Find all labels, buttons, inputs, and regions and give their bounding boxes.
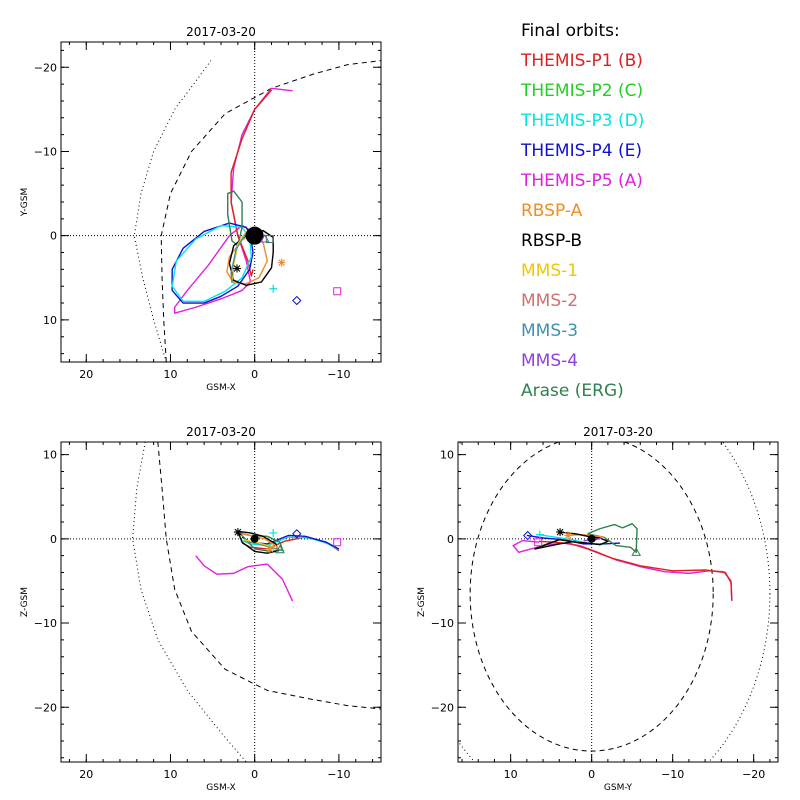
minor-ticks [61, 42, 381, 362]
x-tick-label: 10 [504, 768, 518, 781]
x-tick-label: 0 [251, 768, 258, 781]
marker-square [333, 287, 342, 296]
marker-diamond [292, 529, 302, 539]
orbit-themis-p5-a [195, 555, 294, 602]
earth [245, 226, 264, 245]
orbit-themis-p5-a [173, 87, 293, 314]
plot-area [458, 442, 778, 762]
y-tick-label: 0 [447, 533, 454, 546]
x-tick-label: 20 [79, 768, 93, 781]
legend-entry-themis-p5: THEMIS-P5 (A) [521, 171, 643, 191]
y-tick-label: −20 [431, 701, 454, 714]
panel-title: 2017-03-20 [186, 425, 256, 439]
bow-shock-boundary [458, 442, 771, 762]
orbit-rbsp-a [241, 533, 281, 552]
orbit-themis-p1-b [230, 89, 273, 277]
marker-star [277, 258, 286, 267]
x-tick-label: −10 [661, 768, 684, 781]
legend-entry-mms-3: MMS-3 [521, 321, 579, 341]
marker-star [265, 544, 274, 553]
magnetopause-boundary [157, 442, 381, 710]
x-tick-label: −10 [327, 368, 350, 381]
y-tick-label: −20 [34, 701, 57, 714]
legend-title: Final orbits: [521, 21, 620, 41]
plot-area [61, 42, 381, 362]
orbit-themis-p4-e [171, 222, 254, 304]
legend-entry-rbsp-a: RBSP-A [521, 201, 583, 221]
minor-ticks [61, 442, 381, 762]
marker-square [333, 538, 342, 547]
y-tick-label: −10 [34, 145, 57, 158]
panel-2: 20 10 0 −10 10 0 −10 −20 2017-03-20 GSM-X Z-GSM [20, 425, 382, 793]
orbit-themis-p3-d [171, 224, 253, 303]
y-axis-label: Z-GSM [20, 587, 30, 617]
x-tick-label: −20 [742, 768, 765, 781]
orbit-rbsp-a [567, 533, 604, 538]
x-axis-label: GSM-Y [604, 783, 633, 793]
y-axis-label: Z-GSM [417, 587, 427, 617]
marker-square [265, 235, 274, 244]
marker-diamond [522, 530, 533, 541]
orbit-rbsp-b [534, 531, 609, 550]
y-tick-label: −10 [431, 617, 454, 630]
orbit-arase-erg [227, 190, 243, 247]
x-tick-label: 0 [588, 768, 595, 781]
panel-3: 10 0 −10 −20 10 0 −10 −20 2017-03-20 GSM-Y Z-GSM [417, 425, 779, 793]
bow-shock-boundary [132, 442, 247, 762]
marker-star [564, 531, 573, 540]
legend-entry-mms-1: MMS-1 [521, 261, 579, 281]
marker-star [556, 528, 565, 537]
y-tick-label: 0 [50, 230, 57, 243]
y-tick-label: −20 [34, 61, 57, 74]
x-tick-label: 10 [163, 768, 177, 781]
marker-plus [269, 528, 278, 537]
marker-plus [269, 284, 278, 293]
legend-entry-themis-p1: THEMIS-P1 (B) [521, 51, 643, 71]
legend-entry-mms-4: MMS-4 [521, 351, 579, 371]
x-tick-label: 20 [79, 368, 93, 381]
x-axis-label: GSM-X [206, 783, 235, 793]
bow-shock-boundary [133, 60, 212, 362]
marker-triangle [275, 544, 285, 554]
legend: Final orbits: THEMIS-P1 (B) THEMIS-P2 (C… [521, 18, 644, 408]
panel-title: 2017-03-20 [583, 425, 653, 439]
orbit-rbsp-b [237, 530, 279, 554]
x-tick-label: −10 [327, 768, 350, 781]
marker-diamond [292, 295, 302, 306]
legend-entry-arase: Arase (ERG) [521, 381, 624, 401]
marker-star [233, 528, 242, 537]
legend-entry-rbsp-b: RBSP-B [521, 231, 583, 251]
plot-frame [60, 441, 382, 763]
legend-entry-themis-p3: THEMIS-P3 (D) [521, 111, 645, 131]
orbit-arase-erg [587, 522, 638, 554]
x-tick-label: 10 [163, 368, 177, 381]
earth [587, 534, 596, 543]
y-tick-label: 10 [440, 449, 454, 462]
legend-entry-themis-p2: THEMIS-P2 (C) [521, 81, 644, 101]
panel-1: 20 10 0 −10 −20 −10 0 10 2017-03-20 GSM-X Y-GSM [20, 25, 382, 393]
earth [250, 534, 259, 543]
y-tick-label: 10 [43, 314, 57, 327]
plot-frame [457, 441, 779, 763]
marker-star [233, 264, 241, 273]
panel-title: 2017-03-20 [186, 25, 256, 39]
y-axis-label: Y-GSM [20, 188, 30, 217]
x-tick-label: 0 [251, 368, 258, 381]
x-axis-label: GSM-X [206, 383, 235, 393]
marker-plus [535, 530, 544, 539]
y-tick-label: −10 [34, 617, 57, 630]
legend-entry-mms-2: MMS-2 [521, 291, 579, 311]
magnetopause-boundary [160, 60, 381, 362]
orbit-mms-4 [583, 537, 602, 542]
y-tick-label: 0 [50, 533, 57, 546]
minor-ticks [458, 442, 778, 762]
y-tick-label: 10 [43, 449, 57, 462]
plot-area [61, 442, 381, 762]
marker-square [534, 538, 543, 547]
legend-entry-themis-p4: THEMIS-P4 (E) [521, 141, 642, 161]
plot-frame [60, 41, 382, 363]
marker-triangle [631, 547, 642, 556]
